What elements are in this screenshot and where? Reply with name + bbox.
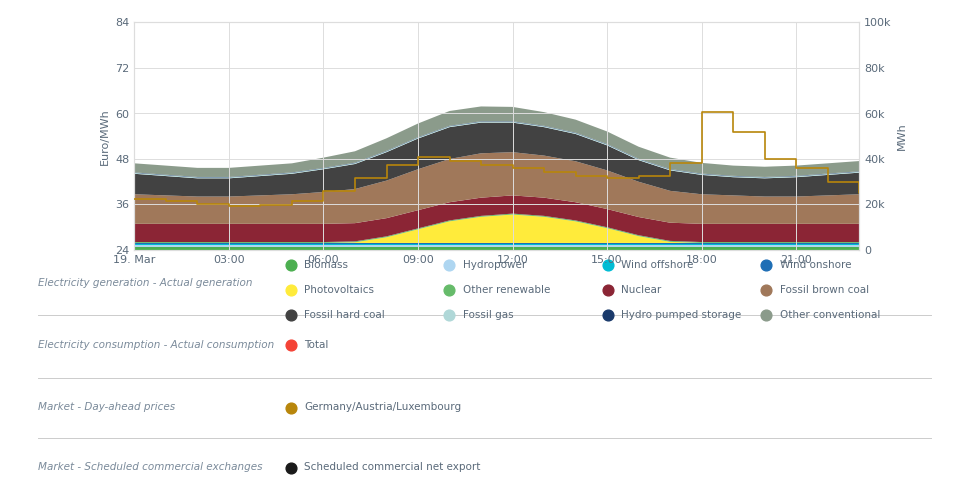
Text: Total: Total	[304, 340, 328, 350]
Point	[283, 464, 299, 471]
Text: Hydro pumped storage: Hydro pumped storage	[621, 310, 741, 320]
Point	[283, 404, 299, 411]
Point	[600, 311, 615, 319]
Text: Nuclear: Nuclear	[621, 285, 661, 295]
Text: Market - Day-ahead prices: Market - Day-ahead prices	[38, 402, 176, 412]
Text: Fossil hard coal: Fossil hard coal	[304, 310, 385, 320]
Text: Market - Scheduled commercial exchanges: Market - Scheduled commercial exchanges	[38, 462, 263, 472]
Text: Electricity generation - Actual generation: Electricity generation - Actual generati…	[38, 278, 252, 287]
Text: Fossil gas: Fossil gas	[463, 310, 514, 320]
Text: Fossil brown coal: Fossil brown coal	[780, 285, 869, 295]
Point	[442, 286, 457, 294]
Text: Scheduled commercial net export: Scheduled commercial net export	[304, 462, 481, 472]
Point	[283, 341, 299, 349]
Y-axis label: MWh: MWh	[897, 122, 907, 150]
Text: Photovoltaics: Photovoltaics	[304, 285, 374, 295]
Point	[758, 311, 774, 319]
Point	[442, 311, 457, 319]
Text: Germany/Austria/Luxembourg: Germany/Austria/Luxembourg	[304, 402, 462, 412]
Point	[600, 286, 615, 294]
Point	[283, 286, 299, 294]
Y-axis label: Euro/MWh: Euro/MWh	[100, 108, 109, 164]
Text: Electricity consumption - Actual consumption: Electricity consumption - Actual consump…	[38, 340, 275, 350]
Text: Biomass: Biomass	[304, 260, 348, 270]
Text: Wind onshore: Wind onshore	[780, 260, 851, 270]
Point	[442, 261, 457, 269]
Text: Other renewable: Other renewable	[463, 285, 550, 295]
Text: Wind offshore: Wind offshore	[621, 260, 693, 270]
Text: Hydropower: Hydropower	[463, 260, 526, 270]
Point	[600, 261, 615, 269]
Point	[758, 286, 774, 294]
Point	[758, 261, 774, 269]
Text: Other conventional: Other conventional	[780, 310, 880, 320]
Point	[283, 261, 299, 269]
Point	[283, 311, 299, 319]
